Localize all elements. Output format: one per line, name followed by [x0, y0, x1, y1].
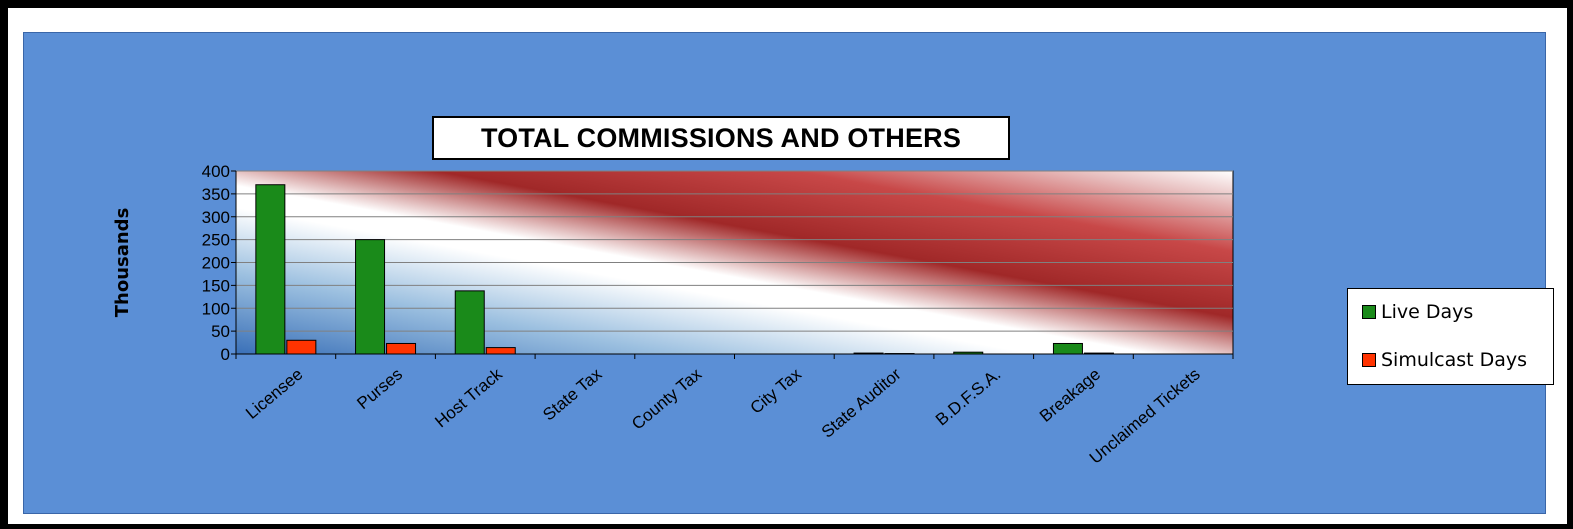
y-tick-label: 350	[202, 185, 230, 204]
legend-item-simulcast: Simulcast Days	[1362, 349, 1527, 371]
legend-label-live: Live Days	[1381, 301, 1474, 323]
x-tick-label: Unclaimed Tickets	[1086, 365, 1204, 468]
y-axis-title: Thousands	[112, 208, 133, 318]
y-tick-label: 250	[202, 231, 230, 250]
y-tick-label: 0	[221, 345, 230, 364]
bar-simulcast-0	[286, 339, 317, 355]
x-tick-label: Breakage	[1036, 365, 1104, 426]
y-tick-label: 300	[202, 208, 230, 227]
x-tick-label: State Tax	[539, 364, 606, 424]
y-tick-label: 400	[202, 162, 230, 181]
legend-label-simulcast: Simulcast Days	[1381, 349, 1528, 371]
bar-simulcast-2	[485, 347, 516, 355]
x-tick-label: Host Track	[431, 364, 506, 431]
bar-live-2	[454, 290, 485, 355]
bar-live-0	[255, 184, 286, 355]
x-tick-label: B.D.F.S.A.	[932, 365, 1004, 430]
bar-live-1	[355, 239, 386, 355]
chart-title: TOTAL COMMISSIONS AND OTHERS	[480, 122, 962, 153]
legend-swatch-live	[1362, 305, 1376, 319]
x-tick-label: Licensee	[242, 365, 306, 423]
y-tick-label: 50	[211, 322, 230, 341]
y-tick-label: 100	[202, 299, 230, 318]
legend-swatch-simulcast	[1362, 353, 1376, 367]
x-tick-label: City Tax	[747, 364, 806, 418]
legend: Live Days Simulcast Days	[1347, 288, 1554, 385]
y-tick-label: 200	[202, 254, 230, 273]
bar-simulcast-1	[386, 342, 417, 355]
x-tick-label: State Auditor	[818, 364, 905, 441]
x-tick-label: County Tax	[628, 364, 706, 433]
chart-svg: 0 50 100 150 200 250 300 350 400 Thousands License…	[112, 162, 1234, 468]
chart-title-box: TOTAL COMMISSIONS AND OTHERS	[432, 116, 1010, 160]
legend-item-live: Live Days	[1362, 301, 1473, 323]
chart-area: 0 50 100 150 200 250 300 350 400 Thousands License…	[23, 32, 1554, 514]
x-tick-label: Purses	[353, 365, 406, 414]
bar-live-8	[1052, 342, 1083, 355]
y-tick-label: 150	[202, 276, 230, 295]
